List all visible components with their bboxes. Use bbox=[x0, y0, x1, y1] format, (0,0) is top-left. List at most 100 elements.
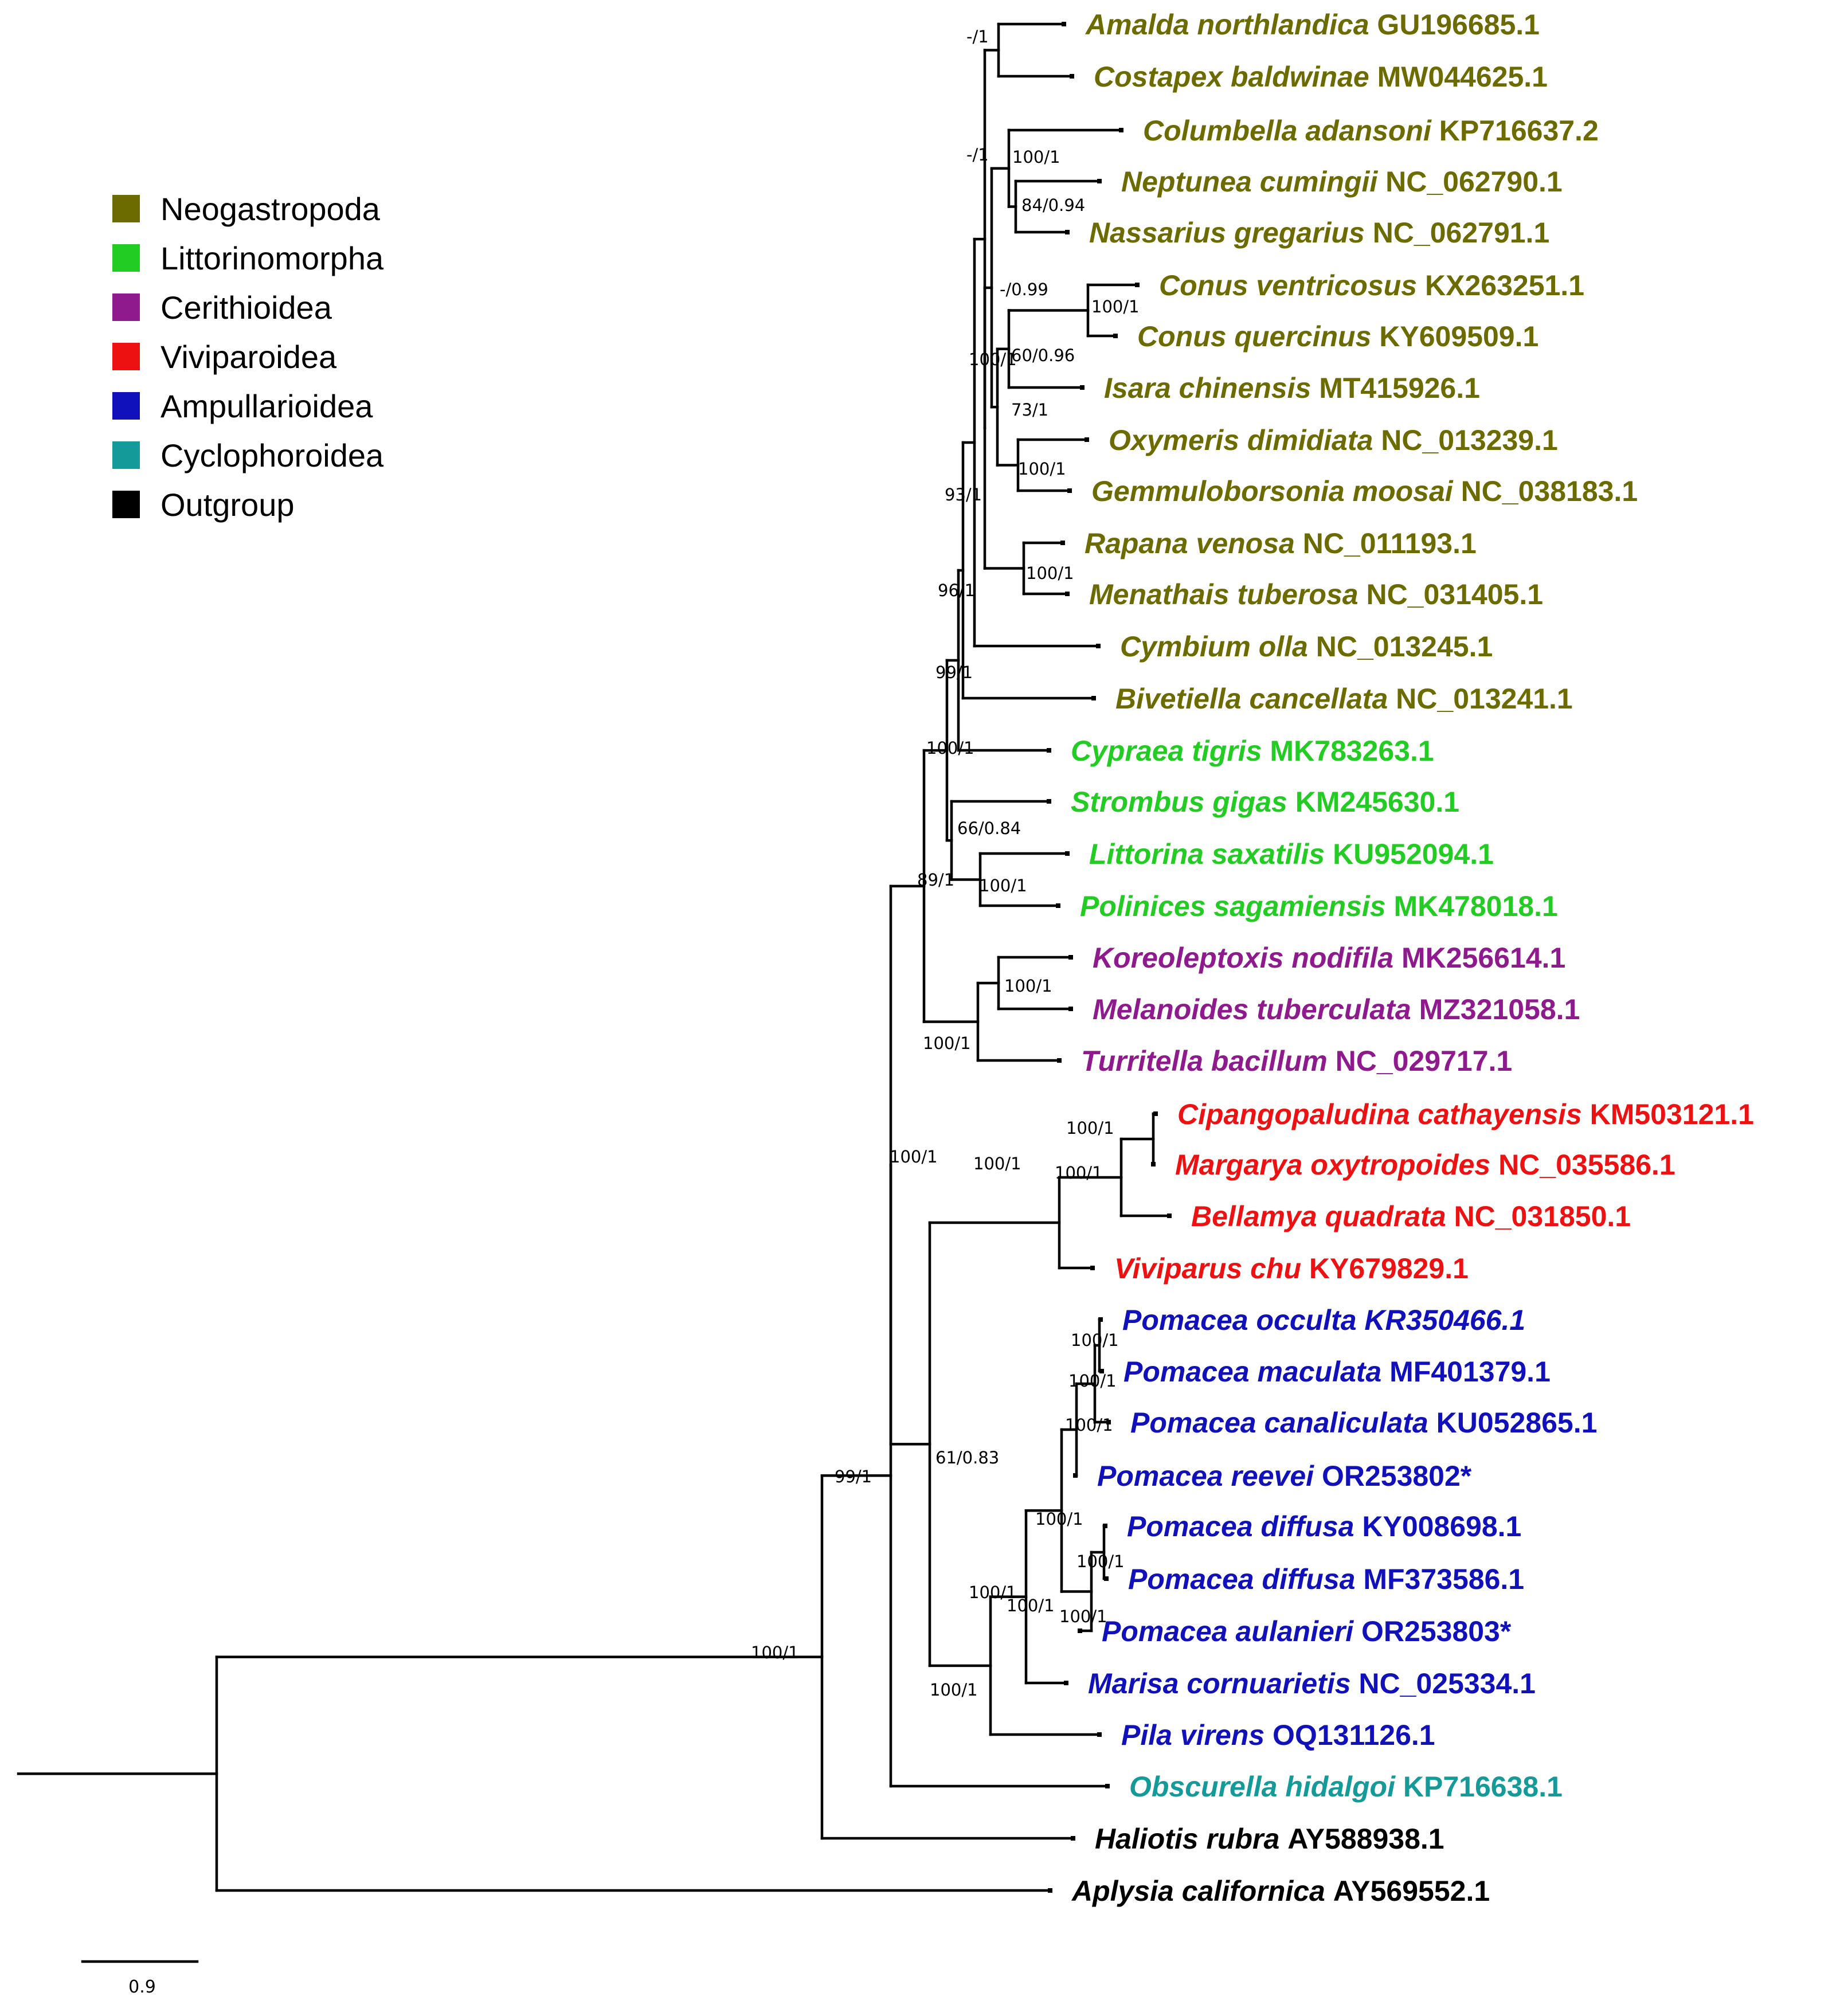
tip-marker bbox=[1070, 74, 1074, 79]
accession-number: KR350466.1 bbox=[1357, 1304, 1526, 1336]
tree-branches bbox=[17, 22, 1171, 1892]
support-value: 100/1 bbox=[979, 876, 1027, 895]
species-name: Marisa cornuarietis bbox=[1088, 1667, 1351, 1700]
accession-number: NC_062790.1 bbox=[1377, 166, 1562, 198]
support-value: 73/1 bbox=[1011, 400, 1048, 420]
species-name: Viviparus chu bbox=[1114, 1252, 1301, 1285]
tip-label: Marisa cornuarietis NC_025334.1 bbox=[1088, 1667, 1536, 1700]
tip-label: Gemmuloborsonia moosai NC_038183.1 bbox=[1091, 475, 1638, 507]
tip-label: Conus ventricosus KX263251.1 bbox=[1159, 269, 1584, 302]
accession-number: MK478018.1 bbox=[1386, 890, 1558, 922]
support-value: 100/1 bbox=[1066, 1118, 1114, 1138]
tip-label: Pomacea diffusa MF373586.1 bbox=[1128, 1563, 1524, 1595]
legend-swatch bbox=[112, 441, 140, 469]
tip-label: Neptunea cumingii NC_062790.1 bbox=[1121, 166, 1563, 198]
species-name: Aplysia californica bbox=[1071, 1875, 1325, 1907]
legend-label: Outgroup bbox=[160, 487, 295, 523]
tip-marker bbox=[1064, 1681, 1068, 1685]
tip-marker bbox=[1113, 334, 1118, 338]
accession-number: NC_038183.1 bbox=[1453, 475, 1638, 507]
accession-number: KY008698.1 bbox=[1354, 1510, 1521, 1543]
tip-label: Littorina saxatilis KU952094.1 bbox=[1089, 838, 1494, 870]
tip-marker bbox=[1080, 385, 1085, 390]
tip-label: Oxymeris dimidiata NC_013239.1 bbox=[1109, 424, 1558, 456]
support-value: 100/1 bbox=[973, 1154, 1021, 1173]
species-name: Pomacea canaliculata bbox=[1130, 1407, 1428, 1439]
legend-label: Neogastropoda bbox=[160, 191, 381, 227]
legend-swatch bbox=[112, 491, 140, 518]
species-name: Conus ventricosus bbox=[1159, 269, 1417, 302]
support-value: 100/1 bbox=[926, 738, 974, 758]
support-value: 84/0.94 bbox=[1021, 195, 1085, 215]
species-name: Menathais tuberosa bbox=[1089, 578, 1359, 610]
accession-number: KU052865.1 bbox=[1428, 1407, 1598, 1439]
support-value: -/1 bbox=[966, 27, 989, 46]
tip-label: Pomacea canaliculata KU052865.1 bbox=[1130, 1407, 1597, 1439]
support-value: -/0.99 bbox=[1000, 280, 1048, 299]
support-value: 100/1 bbox=[969, 350, 1017, 369]
tip-label: Strombus gigas KM245630.1 bbox=[1071, 786, 1459, 818]
tip-label: Menathais tuberosa NC_031405.1 bbox=[1089, 578, 1543, 610]
accession-number: MT415926.1 bbox=[1311, 372, 1480, 404]
species-name: Pomacea reevei bbox=[1097, 1460, 1314, 1492]
tip-marker bbox=[1098, 1317, 1103, 1322]
legend-swatch bbox=[112, 293, 140, 321]
accession-number: KX263251.1 bbox=[1417, 269, 1584, 302]
tip-marker bbox=[1078, 1629, 1082, 1633]
tip-marker bbox=[1065, 230, 1070, 234]
support-value: 100/1 bbox=[1012, 147, 1060, 167]
accession-number: MW044625.1 bbox=[1369, 61, 1548, 93]
accession-number: KY679829.1 bbox=[1301, 1252, 1469, 1285]
accession-number: NC_035586.1 bbox=[1490, 1149, 1675, 1181]
support-value: 100/1 bbox=[1026, 563, 1074, 583]
accession-number: NC_031850.1 bbox=[1446, 1200, 1631, 1232]
species-name: Amalda northlandica bbox=[1085, 9, 1369, 41]
tip-marker bbox=[1047, 799, 1051, 804]
support-value: 100/1 bbox=[1035, 1509, 1083, 1529]
species-name: Gemmuloborsonia moosai bbox=[1091, 475, 1454, 507]
species-name: Cipangopaludina cathayensis bbox=[1177, 1098, 1582, 1130]
accession-number: KM245630.1 bbox=[1287, 786, 1459, 818]
tip-marker bbox=[1047, 748, 1051, 753]
tip-marker bbox=[1103, 1524, 1107, 1528]
species-name: Nassarius gregarius bbox=[1089, 217, 1365, 249]
tip-marker bbox=[1104, 1576, 1109, 1581]
tip-marker bbox=[1056, 903, 1060, 908]
accession-number: NC_013241.1 bbox=[1388, 683, 1572, 715]
support-value: 100/1 bbox=[1091, 297, 1140, 316]
support-value: 96/1 bbox=[938, 581, 975, 600]
tip-marker bbox=[1062, 22, 1066, 26]
tip-label: Bellamya quadrata NC_031850.1 bbox=[1191, 1200, 1631, 1232]
tip-label: Melanoides tuberculata MZ321058.1 bbox=[1093, 993, 1580, 1025]
accession-number: OQ131126.1 bbox=[1264, 1719, 1435, 1751]
tip-label: Costapex baldwinae MW044625.1 bbox=[1094, 61, 1548, 93]
species-name: Koreoleptoxis nodifila bbox=[1093, 942, 1393, 974]
accession-number: MK783263.1 bbox=[1262, 735, 1434, 767]
species-name: Pomacea occulta bbox=[1122, 1304, 1357, 1336]
support-value: 100/1 bbox=[1076, 1552, 1125, 1571]
support-value: 99/1 bbox=[935, 663, 973, 682]
tip-label: Aplysia californica AY569552.1 bbox=[1071, 1875, 1490, 1907]
tip-label: Pomacea aulanieri OR253803* bbox=[1102, 1615, 1512, 1647]
support-value: 60/0.96 bbox=[1011, 346, 1075, 365]
species-name: Strombus gigas bbox=[1071, 786, 1287, 818]
tip-marker bbox=[1105, 1784, 1110, 1788]
accession-number: GU196685.1 bbox=[1369, 9, 1540, 41]
tip-marker bbox=[1071, 1836, 1075, 1841]
support-value: 100/1 bbox=[1071, 1330, 1119, 1350]
tip-markers bbox=[1047, 22, 1172, 1893]
legend-swatch bbox=[112, 392, 140, 420]
species-name: Pomacea maculata bbox=[1123, 1356, 1381, 1388]
tip-label: Cipangopaludina cathayensis KM503121.1 bbox=[1177, 1098, 1754, 1130]
support-value: 100/1 bbox=[1065, 1415, 1113, 1435]
species-name: Oxymeris dimidiata bbox=[1109, 424, 1373, 456]
support-value: 100/1 bbox=[969, 1583, 1017, 1602]
accession-number: KU952094.1 bbox=[1325, 838, 1494, 870]
tip-label: Columbella adansoni KP716637.2 bbox=[1143, 115, 1599, 147]
support-value: 93/1 bbox=[945, 485, 982, 504]
species-name: Pomacea diffusa bbox=[1127, 1510, 1354, 1543]
tip-label: Pomacea occulta KR350466.1 bbox=[1122, 1304, 1525, 1336]
accession-number: NC_062791.1 bbox=[1365, 217, 1549, 249]
species-name: Polinices sagamiensis bbox=[1080, 890, 1386, 922]
